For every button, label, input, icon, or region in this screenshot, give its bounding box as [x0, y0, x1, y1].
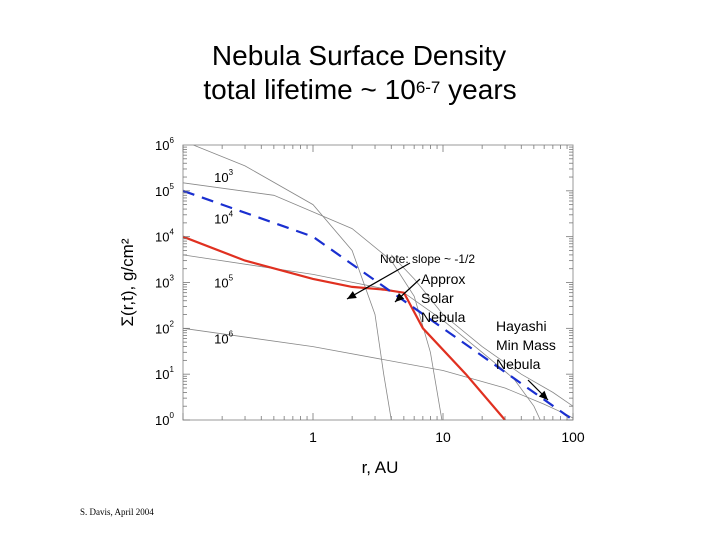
y-tick-label: 102 — [155, 319, 174, 336]
hayashi-nebula-label: Hayashi — [496, 318, 547, 334]
note-arrow-head — [347, 291, 357, 299]
approx-nebula-label: Nebula — [421, 309, 466, 325]
contour-label: 104 — [214, 209, 233, 226]
series-line-model-2 — [183, 254, 541, 420]
hayashi-arrow-head — [538, 390, 548, 400]
contour-label: 105 — [214, 274, 233, 291]
approx-arrow-head — [395, 293, 405, 302]
y-tick-label: 106 — [155, 136, 174, 153]
contour-label: 106 — [214, 330, 233, 347]
note-arrow — [346, 262, 411, 300]
approx-nebula-label: Solar — [421, 290, 454, 306]
x-tick-label: 10 — [435, 429, 451, 445]
contour-label: 103 — [214, 168, 233, 185]
note-slope-label: Note: slope ~ -1/2 — [380, 252, 475, 266]
subtitle-suffix: years — [440, 74, 517, 105]
y-tick-label: 101 — [155, 365, 174, 382]
y-tick-label: 105 — [155, 182, 174, 199]
series-line-hayashi-min-mass-nebula-6 — [183, 189, 573, 420]
approx-nebula-label: Approx — [421, 271, 465, 287]
hayashi-nebula-label: Min Mass — [496, 337, 556, 353]
y-tick-label: 104 — [155, 228, 174, 245]
series-line-model-1 — [183, 182, 443, 420]
chart-subtitle: total lifetime ~ 106-7 years — [0, 74, 720, 106]
chart-labels: 1 10 100 100 101 102 103 104 105 106 r, AU Σ(r,t), … — [118, 136, 585, 477]
subtitle-exponent: 6-7 — [415, 78, 441, 97]
subtitle-prefix: total lifetime ~ 10 — [203, 74, 416, 105]
y-tick-label: 103 — [155, 274, 174, 291]
series-layer — [183, 145, 573, 420]
series-line-model-0 — [193, 145, 392, 420]
y-axis-label: Σ(r,t), g/cm² — [118, 238, 137, 326]
y-tick-label: 100 — [155, 411, 174, 428]
x-axis-label: r, AU — [362, 458, 399, 477]
x-tick-label: 1 — [309, 429, 317, 445]
axis-ticks — [182, 145, 574, 421]
x-tick-label: 100 — [561, 429, 585, 445]
series-line-approx-solar-nebula-5 — [183, 235, 506, 420]
author-credit: S. Davis, April 2004 — [80, 507, 154, 517]
chart-title: Nebula Surface Density — [211, 40, 507, 71]
annotation-arrows — [346, 262, 549, 401]
series-line-model-4 — [391, 254, 573, 407]
hayashi-nebula-label: Nebula — [496, 356, 541, 372]
